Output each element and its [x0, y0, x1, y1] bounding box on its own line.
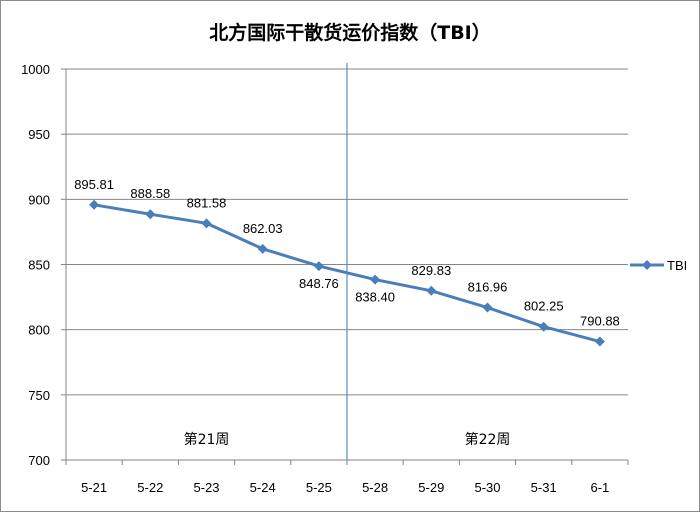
legend: TBI [630, 258, 687, 273]
series-line [93, 203, 601, 344]
week-22-label: 第22周 [465, 431, 511, 448]
data-point [426, 285, 437, 296]
y-tick-label: 850 [28, 258, 50, 273]
x-tick-label: 5-28 [362, 480, 388, 495]
week-21-label: 第21周 [184, 431, 230, 448]
data-label: 862.03 [243, 221, 283, 236]
data-label: 802.25 [524, 299, 564, 314]
x-tick-label: 5-24 [250, 480, 276, 495]
data-point [370, 274, 381, 285]
data-point [594, 336, 605, 347]
data-label: 848.76 [299, 276, 339, 291]
x-tick-labels: 5-21 5-22 5-23 5-24 5-25 5-28 5-29 5-30 5-31 6-1 [81, 480, 609, 495]
data-point [313, 261, 324, 272]
series-line-tbi [93, 203, 601, 344]
y-tick-label: 700 [28, 453, 50, 468]
x-tick-label: 5-31 [531, 480, 557, 495]
data-point [482, 302, 493, 313]
y-tick-label: 950 [28, 127, 50, 142]
legend-marker [642, 260, 652, 270]
x-tick-label: 5-29 [418, 480, 444, 495]
data-point [538, 321, 549, 332]
grid-lines [61, 68, 628, 461]
x-tick-label: 5-25 [306, 480, 332, 495]
legend-label: TBI [667, 258, 687, 273]
x-tick-label: 5-22 [137, 480, 163, 495]
data-label: 816.96 [468, 280, 508, 295]
data-label: 888.58 [130, 186, 170, 201]
chart-title: 北方国际干散货运价指数（TBI） [209, 22, 491, 44]
data-labels: 895.81 888.58 881.58 862.03 848.76 838.40 829.… [74, 177, 620, 329]
data-label: 895.81 [74, 177, 114, 192]
y-tick-label: 900 [28, 192, 50, 207]
data-point [257, 243, 268, 254]
data-markers [89, 199, 605, 347]
y-tick-label: 800 [28, 323, 50, 338]
data-label: 881.58 [187, 195, 227, 210]
data-point [201, 218, 212, 229]
y-tick-label: 750 [28, 388, 50, 403]
x-tick-label: 5-23 [193, 480, 219, 495]
data-label: 829.83 [411, 263, 451, 278]
week-annotations: 第21周 第22周 [184, 431, 511, 448]
data-label: 838.40 [355, 290, 395, 305]
x-tick-label: 6-1 [591, 480, 610, 495]
x-tick-label: 5-21 [81, 480, 107, 495]
data-point [145, 209, 156, 220]
y-tick-labels: 700 750 800 850 900 950 1000 [21, 62, 50, 468]
y-tick-label: 1000 [21, 62, 50, 77]
x-tick-label: 5-30 [474, 480, 500, 495]
data-point [89, 199, 100, 210]
data-label: 790.88 [580, 314, 620, 329]
